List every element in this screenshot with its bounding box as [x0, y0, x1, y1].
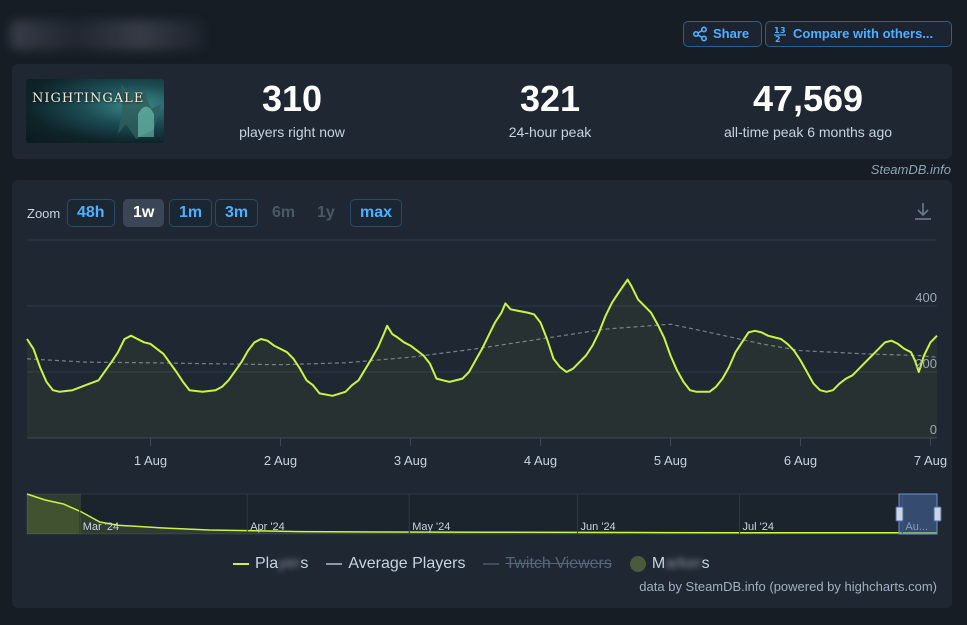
stat-all-time-peak: 47,569 all-time peak 6 months ago [698, 78, 918, 141]
legend-twitch-viewers[interactable]: Twitch Viewers [483, 555, 612, 573]
stat-current: 310 players right now [212, 78, 372, 141]
compare-label: Compare with others... [793, 26, 934, 41]
average-players-line [26, 323, 938, 366]
stat-current-value: 310 [261, 78, 323, 119]
top-bar: Share 1 3 2 Compare with others... [0, 0, 967, 64]
x-tick-label: 6 Aug [784, 453, 817, 468]
markers-swatch [629, 556, 646, 572]
zoom-48h-button[interactable]: 48h [67, 199, 115, 227]
stats-card: NIGHTINGALE 310 players right now 321 24… [12, 64, 952, 159]
player-count-chart[interactable]: 1 Aug 2 Aug 3 Aug 4 Aug 5 Aug 6 Aug 7 Aug 0 200… [12, 180, 952, 550]
zoom-label: Zoom [27, 206, 61, 221]
zoom-3m-button[interactable]: 3m [215, 199, 259, 227]
zoom-1m-button[interactable]: 1m [169, 199, 213, 227]
chart-card: Zoom 48h 1w 1m 3m 6m 1y max 1 Aug 2 Aug 3 … [12, 180, 952, 608]
legend-twitch-label: Twitch Viewers [505, 555, 612, 572]
players-line [26, 278, 938, 397]
legend-average-label: Average Players [348, 555, 466, 572]
x-tick-label: 1 Aug [134, 453, 167, 468]
capsule-art [118, 84, 161, 139]
x-tick-label: 4 Aug [524, 453, 557, 468]
y-tick-label: 400 [915, 290, 937, 305]
navigator-selection [898, 493, 938, 535]
legend-average-players[interactable]: Average Players [326, 555, 465, 573]
download-icon[interactable] [912, 200, 934, 222]
players-swatch [233, 563, 249, 565]
stat-24h-peak-label: 24-hour peak [508, 124, 592, 140]
navigator-tick-label: Jul '24 [743, 521, 774, 533]
navigator-shade [27, 494, 81, 534]
share-icon [692, 26, 708, 42]
stat-24h-peak: 321 24-hour peak [470, 78, 630, 141]
stat-all-time-peak-label: all-time peak 6 months ago [723, 124, 893, 140]
steamdb-credit[interactable]: SteamDB.info [870, 162, 951, 177]
footnote[interactable]: data by SteamDB.info (powered by highcha… [639, 579, 937, 594]
legend-markers[interactable]: Markers [629, 555, 710, 573]
x-tick-label: 2 Aug [264, 453, 297, 468]
svg-text:3: 3 [780, 26, 786, 35]
zoom-6m-button[interactable]: 6m [272, 204, 296, 221]
players-area [27, 279, 937, 438]
compare-button[interactable]: 1 3 2 Compare with others... [765, 21, 952, 47]
share-label: Share [713, 26, 750, 41]
navigator-area [27, 494, 937, 534]
zoom-1w-button[interactable]: 1w [123, 199, 165, 227]
x-tick-label: 5 Aug [654, 453, 687, 468]
zoom-1y-button[interactable]: 1y [317, 204, 335, 221]
navigator-handle[interactable] [895, 506, 904, 522]
stat-current-label: players right now [239, 124, 345, 140]
x-tick-label: 7 Aug [914, 453, 947, 468]
zoom-max-button[interactable]: max [350, 199, 403, 227]
navigator-tick-label: May '24 [412, 521, 450, 533]
legend-players-label: Players [255, 555, 309, 572]
legend-players[interactable]: Players [233, 555, 308, 573]
game-logo-text: NIGHTINGALE [32, 91, 145, 106]
stat-24h-peak-value: 321 [519, 78, 581, 119]
svg-text:1: 1 [774, 26, 780, 35]
navigator-handle[interactable] [933, 506, 942, 522]
y-tick-label: 200 [915, 356, 937, 371]
y-tick-label: 0 [930, 422, 937, 437]
legend-markers-label: Markers [651, 555, 710, 572]
average-swatch [326, 563, 343, 565]
page-title-blurred [10, 20, 205, 50]
navigator-tick-label: Mar '24 [83, 521, 119, 533]
navigator-tick-label: Apr '24 [250, 521, 285, 533]
navigator-line [26, 493, 937, 534]
fraction-icon: 1 3 2 [774, 26, 786, 42]
stat-all-time-peak-value: 47,569 [752, 78, 864, 119]
chart-legend: Players Average Players Twitch Viewers M… [233, 553, 728, 575]
share-button[interactable]: Share [683, 21, 762, 47]
x-tick-label: 3 Aug [394, 453, 427, 468]
twitch-swatch [483, 563, 500, 565]
svg-text:2: 2 [775, 35, 781, 42]
navigator-tick-label: Jun '24 [581, 521, 616, 533]
game-capsule-image[interactable]: NIGHTINGALE [26, 79, 164, 143]
